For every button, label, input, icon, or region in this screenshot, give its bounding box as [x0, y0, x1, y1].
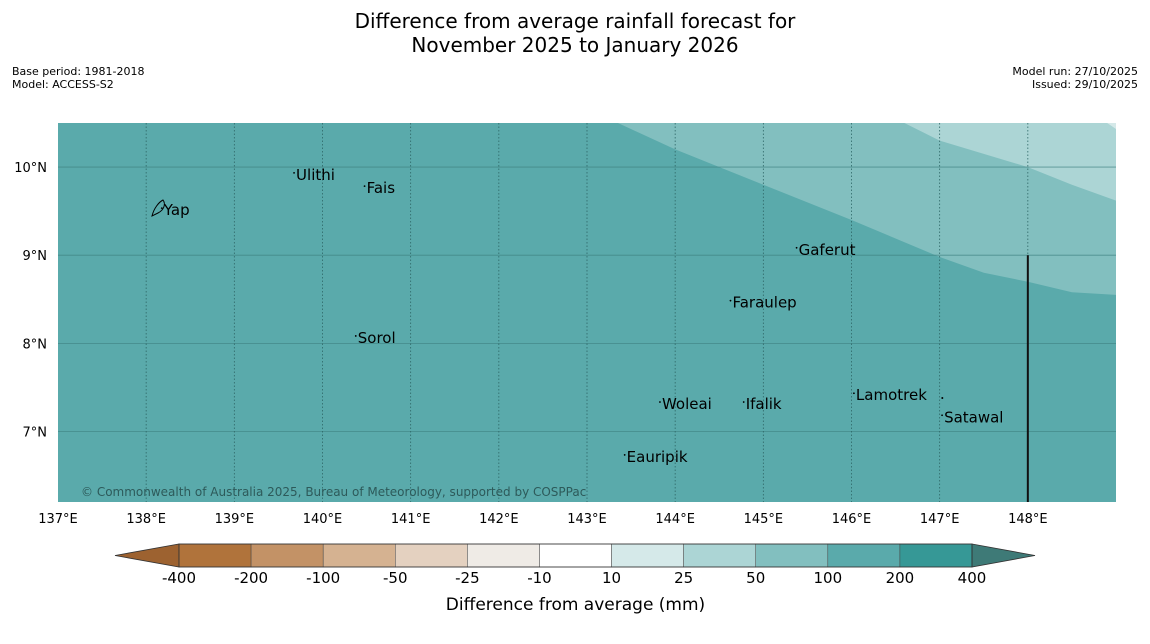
colorbar-tick-label: -100 — [306, 569, 340, 587]
colorbar-swatch — [467, 543, 540, 568]
island-marker — [853, 392, 855, 395]
issued-text: Issued: 29/10/2025 — [1031, 78, 1138, 91]
base-period-text: Base period: 1981-2018 — [12, 65, 145, 78]
colorbar-swatch — [250, 543, 324, 568]
colorbar-swatch — [395, 543, 468, 568]
colorbar-tick-label: 25 — [674, 569, 693, 587]
longitude-tick-label: 144°E — [655, 512, 695, 527]
island-marker — [941, 396, 944, 399]
colorbar-tick-label: 50 — [746, 569, 765, 587]
latitude-tick-label: 8°N — [23, 337, 48, 352]
place-label-sorol: Sorol — [358, 329, 396, 347]
place-label-faraulep: Faraulep — [732, 294, 796, 312]
longitude-tick-label: 145°E — [744, 512, 784, 527]
rainfall-band-25-50 — [617, 123, 1116, 295]
colorbar-swatch — [322, 543, 396, 568]
longitude-tick-label: 139°E — [215, 512, 255, 527]
island-marker — [795, 246, 798, 249]
title-line-2: November 2025 to January 2026 — [411, 33, 739, 57]
colorbar-tick-label: -200 — [234, 569, 268, 587]
longitude-tick-label: 143°E — [567, 512, 607, 527]
colorbar-swatch — [755, 543, 829, 568]
longitude-tick-label: 142°E — [479, 512, 519, 527]
place-label-lamotrek: Lamotrek — [856, 386, 927, 404]
map-area: 137°E 138°E 139°E 140°E 141°E 142°E 143°E 144°E… — [14, 123, 1116, 527]
colorbar-swatch — [539, 543, 612, 568]
island-marker — [729, 299, 732, 302]
colorbar-swatch — [611, 543, 684, 568]
colorbar-title: Difference from average (mm) — [446, 595, 705, 615]
place-label-ifalik: Ifalik — [746, 395, 782, 413]
colorbar-swatch — [178, 543, 252, 568]
rainfall-band-10-25 — [904, 123, 1116, 201]
title-line-1: Difference from average rainfall forecas… — [354, 9, 796, 33]
colorbar-frame — [178, 543, 973, 568]
longitude-tick-label: 147°E — [920, 512, 960, 527]
place-label-woleai: Woleai — [662, 395, 712, 413]
longitude-tick-label: 137°E — [38, 512, 78, 527]
island-marker — [659, 401, 661, 403]
island-marker — [742, 401, 745, 403]
colorbar-swatch — [683, 543, 756, 568]
longitude-tick-label: 148°E — [1008, 512, 1048, 527]
colorbar-tick-label: -50 — [383, 569, 408, 587]
longitude-tick-label: 140°E — [303, 512, 343, 527]
island-marker — [160, 207, 163, 210]
place-label-ulithi: Ulithi — [296, 166, 335, 184]
place-label-eauripik: Eauripik — [627, 448, 688, 466]
island-marker — [941, 414, 943, 417]
latitude-tick-label: 7°N — [23, 425, 48, 440]
island-marker — [354, 335, 357, 337]
colorbar-tick-label: -25 — [455, 569, 480, 587]
model-run-text: Model run: 27/10/2025 — [1012, 65, 1138, 78]
yap-island-outline — [151, 199, 165, 217]
place-label-yap: Yap — [163, 201, 190, 219]
colorbar-swatch — [899, 543, 973, 568]
latitude-tick-label: 9°N — [23, 249, 48, 264]
colorbar-tick-label: -400 — [162, 569, 196, 587]
place-label-satawal: Satawal — [944, 408, 1003, 426]
colorbar-tick-label: 10 — [602, 569, 621, 587]
colorbar-tick-label: 200 — [886, 569, 915, 587]
island-marker — [623, 454, 626, 456]
place-label-fais: Fais — [367, 179, 396, 197]
place-label-gaferut: Gaferut — [799, 241, 856, 259]
meta-left: Base period: 1981-2018 Model: ACCESS-S2 — [12, 65, 144, 91]
meta-right: Model run: 27/10/2025 Issued: 29/10/2025 — [1012, 65, 1138, 91]
island-marker — [293, 171, 295, 174]
latitude-tick-label: 10°N — [14, 161, 47, 176]
rainfall-band-corner — [1107, 123, 1116, 129]
copyright-text: © Commonwealth of Australia 2025, Bureau… — [81, 485, 586, 499]
colorbar: -400 -200 -100 -50 -25 -10 10 25 50 100 200 400 Diff… — [114, 543, 1036, 615]
colorbar-tick-label: -10 — [527, 569, 552, 587]
longitude-tick-label: 141°E — [391, 512, 431, 527]
island-marker — [363, 185, 366, 188]
colorbar-extend-low — [114, 543, 180, 568]
colorbar-extend-high — [971, 543, 1036, 568]
colorbar-swatch — [827, 543, 901, 568]
colorbar-tick-label: 100 — [813, 569, 842, 587]
model-text: Model: ACCESS-S2 — [12, 78, 114, 91]
longitude-tick-label: 138°E — [126, 512, 166, 527]
chart-title: Difference from average rainfall forecas… — [0, 9, 1150, 57]
longitude-tick-label: 146°E — [832, 512, 872, 527]
colorbar-tick-label: 400 — [958, 569, 987, 587]
